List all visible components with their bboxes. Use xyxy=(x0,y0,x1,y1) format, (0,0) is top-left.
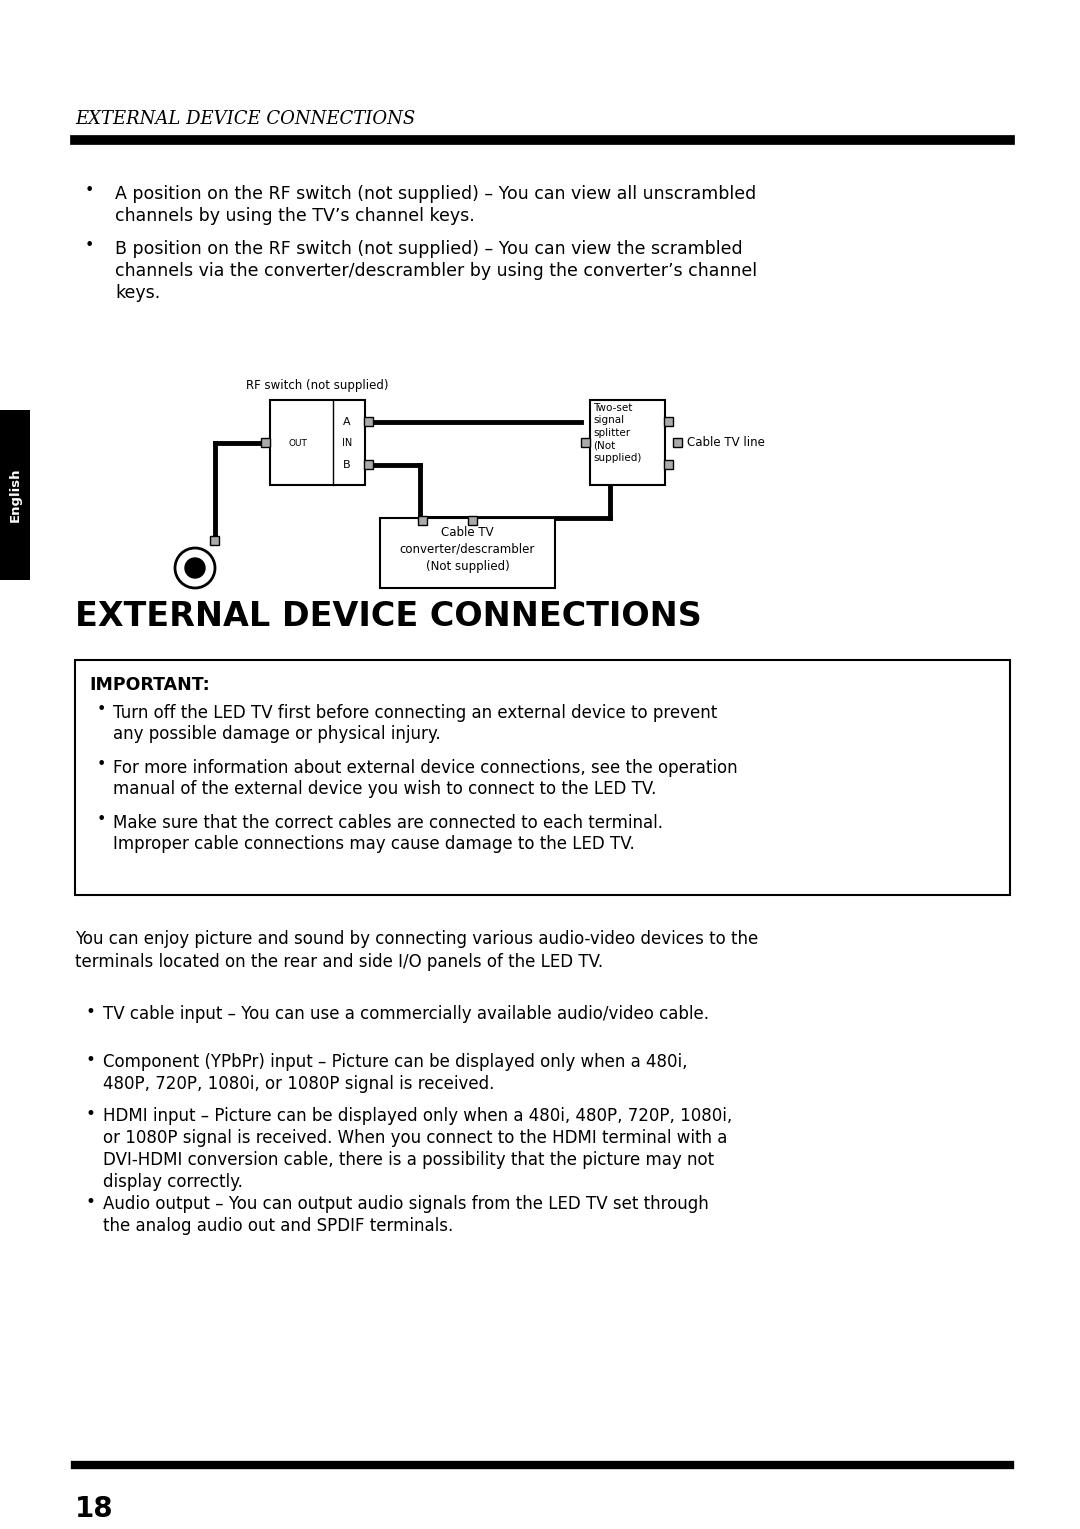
Bar xyxy=(590,401,665,485)
Text: or 1080P signal is received. When you connect to the HDMI terminal with a: or 1080P signal is received. When you co… xyxy=(103,1128,727,1147)
Circle shape xyxy=(185,558,205,578)
Text: •: • xyxy=(97,702,106,717)
Text: terminals located on the rear and side I/O panels of the LED TV.: terminals located on the rear and side I… xyxy=(75,953,603,971)
Text: IMPORTANT:: IMPORTANT: xyxy=(89,676,210,694)
Text: Turn off the LED TV first before connecting an external device to prevent: Turn off the LED TV first before connect… xyxy=(113,703,717,722)
Text: Cable TV
converter/descrambler
(Not supplied): Cable TV converter/descrambler (Not supp… xyxy=(400,526,536,573)
Bar xyxy=(418,515,427,524)
Text: 480P, 720P, 1080i, or 1080P signal is received.: 480P, 720P, 1080i, or 1080P signal is re… xyxy=(103,1075,495,1093)
Text: •: • xyxy=(97,757,106,772)
Text: IN: IN xyxy=(342,437,352,448)
Text: B: B xyxy=(343,460,351,469)
Text: Improper cable connections may cause damage to the LED TV.: Improper cable connections may cause dam… xyxy=(113,835,635,853)
Bar xyxy=(75,661,1010,894)
Bar xyxy=(664,460,673,469)
Text: B position on the RF switch (not supplied) – You can view the scrambled: B position on the RF switch (not supplie… xyxy=(114,240,743,258)
Text: EXTERNAL DEVICE CONNECTIONS: EXTERNAL DEVICE CONNECTIONS xyxy=(75,110,415,128)
Bar xyxy=(261,437,270,446)
Text: keys.: keys. xyxy=(114,284,160,303)
Text: any possible damage or physical injury.: any possible damage or physical injury. xyxy=(113,725,441,743)
Text: •: • xyxy=(85,239,94,252)
Text: manual of the external device you wish to connect to the LED TV.: manual of the external device you wish t… xyxy=(113,780,657,798)
Text: 18: 18 xyxy=(75,1495,113,1523)
Text: Cable TV line: Cable TV line xyxy=(687,436,765,450)
Text: channels by using the TV’s channel keys.: channels by using the TV’s channel keys. xyxy=(114,206,475,225)
Bar xyxy=(380,518,555,589)
Bar xyxy=(664,417,673,427)
Bar xyxy=(210,537,219,544)
Text: For more information about external device connections, see the operation: For more information about external devi… xyxy=(113,758,738,777)
Text: •: • xyxy=(85,1050,95,1069)
Text: Make sure that the correct cables are connected to each terminal.: Make sure that the correct cables are co… xyxy=(113,813,663,832)
Text: display correctly.: display correctly. xyxy=(103,1173,243,1191)
Text: HDMI input – Picture can be displayed only when a 480i, 480P, 720P, 1080i,: HDMI input – Picture can be displayed on… xyxy=(103,1107,732,1125)
Text: •: • xyxy=(97,812,106,827)
Text: •: • xyxy=(85,183,94,197)
Text: Component (YPbPr) input – Picture can be displayed only when a 480i,: Component (YPbPr) input – Picture can be… xyxy=(103,1053,688,1070)
Text: You can enjoy picture and sound by connecting various audio-video devices to the: You can enjoy picture and sound by conne… xyxy=(75,930,758,948)
Text: •: • xyxy=(85,1003,95,1021)
Text: OUT: OUT xyxy=(288,439,308,448)
Text: the analog audio out and SPDIF terminals.: the analog audio out and SPDIF terminals… xyxy=(103,1217,454,1235)
Text: A: A xyxy=(343,417,351,427)
Text: DVI-HDMI conversion cable, there is a possibility that the picture may not: DVI-HDMI conversion cable, there is a po… xyxy=(103,1151,714,1170)
Text: TV cable input – You can use a commercially available audio/video cable.: TV cable input – You can use a commercia… xyxy=(103,1005,708,1023)
Text: RF switch (not supplied): RF switch (not supplied) xyxy=(246,379,389,391)
Text: •: • xyxy=(85,1105,95,1122)
Bar xyxy=(468,515,477,524)
Bar xyxy=(581,437,590,446)
Text: English: English xyxy=(9,468,22,523)
Bar xyxy=(364,417,373,427)
Bar xyxy=(270,401,365,485)
Bar xyxy=(0,410,30,579)
Bar xyxy=(673,437,681,446)
Text: •: • xyxy=(85,1193,95,1211)
Bar xyxy=(364,460,373,469)
Text: Audio output – You can output audio signals from the LED TV set through: Audio output – You can output audio sign… xyxy=(103,1196,708,1212)
Text: EXTERNAL DEVICE CONNECTIONS: EXTERNAL DEVICE CONNECTIONS xyxy=(75,599,702,633)
Text: Two-set
signal
splitter
(Not
supplied): Two-set signal splitter (Not supplied) xyxy=(593,404,642,463)
Text: channels via the converter/descrambler by using the converter’s channel: channels via the converter/descrambler b… xyxy=(114,261,757,280)
Text: A position on the RF switch (not supplied) – You can view all unscrambled: A position on the RF switch (not supplie… xyxy=(114,185,756,203)
